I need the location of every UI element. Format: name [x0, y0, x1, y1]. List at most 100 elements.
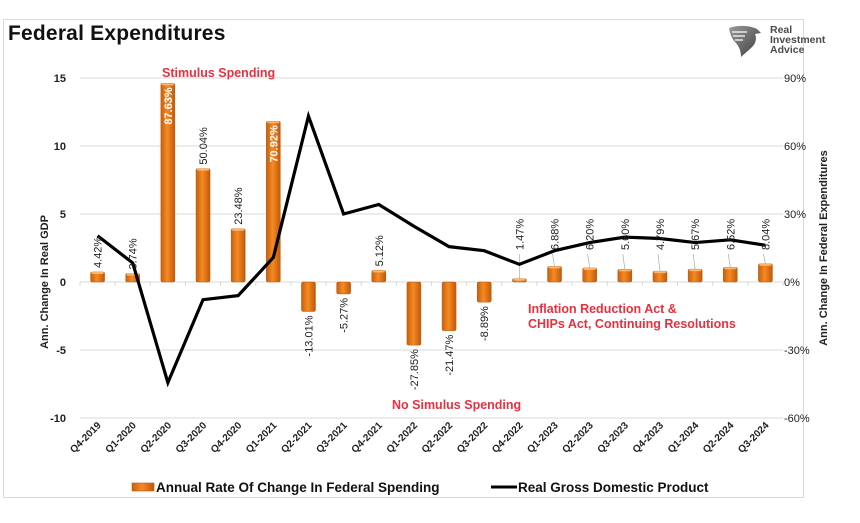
- chart-title: Federal Expenditures: [8, 22, 226, 45]
- bar-data-label: 4.42%: [93, 237, 105, 268]
- label-leader-line: [622, 253, 626, 270]
- label-leader-line: [727, 253, 731, 268]
- bar-data-label: 6.88%: [550, 219, 562, 250]
- bar-data-label: 6.20%: [585, 219, 597, 250]
- x-category-label: Q1-2023: [525, 420, 561, 456]
- bar-data-label: -13.01%: [303, 315, 315, 356]
- annotation-ira-line1: Inflation Reduction Act &: [528, 302, 677, 316]
- bar-data-label: -27.85%: [409, 349, 421, 390]
- y-axis-right-title: Ann. Change In Federal Expenditures: [818, 150, 830, 346]
- legend-label-gdp: Real Gross Domestic Product: [518, 480, 709, 495]
- y-axis-left-title: Ann. Change In Real GDP: [39, 215, 51, 349]
- label-leader-line: [657, 253, 661, 272]
- y-axis-left: 15 10 5 0 -5 -10: [50, 73, 66, 425]
- y-left-tick-label: 10: [54, 141, 66, 153]
- bar: [195, 168, 211, 283]
- annotation-ira-line2: CHIPs Act, Continuing Resolutions: [528, 317, 736, 331]
- gridlines: [79, 77, 784, 419]
- bar-highlight: [126, 273, 139, 276]
- x-category-label: Q3-2023: [596, 420, 632, 456]
- y-left-tick-label: 15: [54, 73, 66, 85]
- bar: [406, 281, 422, 346]
- label-leader-lines: [519, 253, 766, 279]
- x-category-label: Q2-2021: [279, 420, 315, 456]
- x-category-label: Q2-2020: [139, 420, 175, 456]
- x-category-label: Q3-2021: [314, 420, 350, 456]
- legend: Annual Rate Of Change In Federal Spendin…: [131, 480, 709, 495]
- bar-data-label: 5.60%: [620, 219, 632, 250]
- annotation-stimulus: Stimulus Spending: [162, 66, 275, 80]
- x-category-label: Q1-2020: [104, 420, 140, 456]
- bar: [582, 267, 597, 283]
- bar: [230, 228, 246, 283]
- bar-highlight: [232, 228, 245, 231]
- label-leader-line: [692, 253, 696, 270]
- x-category-label: Q1-2022: [385, 420, 421, 456]
- bar-highlight: [653, 271, 666, 274]
- bar-data-label: 5.12%: [374, 235, 386, 266]
- bar-data-labels: 4.42% 3.74% 87.63% 50.04% 23.48% 70.92% -13.01…: [93, 87, 773, 390]
- bar-data-label: 50.04%: [198, 127, 210, 165]
- label-leader-line: [552, 253, 555, 267]
- bar-highlight: [548, 266, 561, 269]
- y-left-tick-label: 0: [60, 277, 66, 289]
- y-right-tick-label: -30%: [784, 345, 810, 357]
- x-category-label: Q3-2020: [174, 420, 210, 456]
- x-category-label: Q3-2022: [455, 420, 491, 456]
- logo-text: Real Investment Advice: [770, 24, 826, 56]
- x-category-label: Q1-2021: [244, 420, 280, 456]
- legend-swatch-bar: [131, 482, 155, 492]
- bar-data-label: 5.67%: [690, 219, 702, 250]
- bar-highlight: [583, 267, 596, 270]
- bar: [441, 281, 457, 331]
- bar: [476, 281, 492, 303]
- x-category-label: Q1-2024: [666, 420, 702, 456]
- bar-data-label: 70.92%: [268, 125, 280, 163]
- y-right-tick-label: 30%: [784, 209, 806, 221]
- bar-data-label: -21.47%: [444, 334, 456, 375]
- y-left-tick-label: -10: [50, 413, 66, 425]
- x-category-label: Q4-2020: [209, 420, 245, 456]
- bar-data-label: 6.52%: [725, 219, 737, 250]
- bar-highlight: [689, 269, 702, 272]
- bar-highlight: [724, 267, 737, 270]
- bar-highlight: [267, 121, 280, 124]
- y-axis-right: 90% 60% 30% 0% -30% -60%: [784, 73, 810, 425]
- bar-highlight: [759, 263, 772, 266]
- y-right-tick-label: 60%: [784, 141, 806, 153]
- x-category-label: Q3-2024: [736, 420, 772, 456]
- y-right-tick-label: 0%: [784, 277, 800, 289]
- bar-data-label: 1.47%: [514, 219, 526, 250]
- logo-line: Investment: [770, 34, 826, 46]
- legend-label-spending: Annual Rate Of Change In Federal Spendin…: [156, 480, 440, 495]
- bar: [758, 263, 773, 283]
- y-right-tick-label: -60%: [784, 413, 810, 425]
- x-category-label: Q2-2022: [420, 420, 456, 456]
- label-leader-line: [587, 253, 591, 268]
- x-category-label: Q4-2022: [490, 420, 526, 456]
- x-category-label: Q4-2023: [631, 420, 667, 456]
- bar: [547, 266, 562, 283]
- bar-highlight: [161, 83, 174, 86]
- bar-data-label: 87.63%: [163, 87, 175, 125]
- x-category-label: Q2-2023: [560, 420, 596, 456]
- bar-data-label: 3.74%: [128, 238, 140, 269]
- logo-line: Real: [770, 24, 793, 36]
- bar-highlight: [91, 271, 104, 274]
- x-category-label: Q4-2021: [350, 420, 386, 456]
- y-left-tick-label: -5: [56, 345, 66, 357]
- bar: [723, 266, 738, 283]
- label-leader-line: [763, 253, 766, 264]
- logo-line: Advice: [770, 44, 805, 56]
- bar-data-label: 23.48%: [233, 187, 245, 225]
- gdp-line: [96, 110, 766, 388]
- bar-data-label: 4.79%: [655, 219, 667, 250]
- bar-highlight: [197, 168, 210, 171]
- bar: [301, 281, 316, 312]
- bar-data-label: -8.89%: [479, 306, 491, 341]
- x-category-label: Q2-2024: [701, 420, 737, 456]
- bar-highlight: [618, 269, 631, 272]
- annotation-no-stimulus: No Simulus Spending: [392, 398, 521, 412]
- bar-highlight: [513, 278, 526, 281]
